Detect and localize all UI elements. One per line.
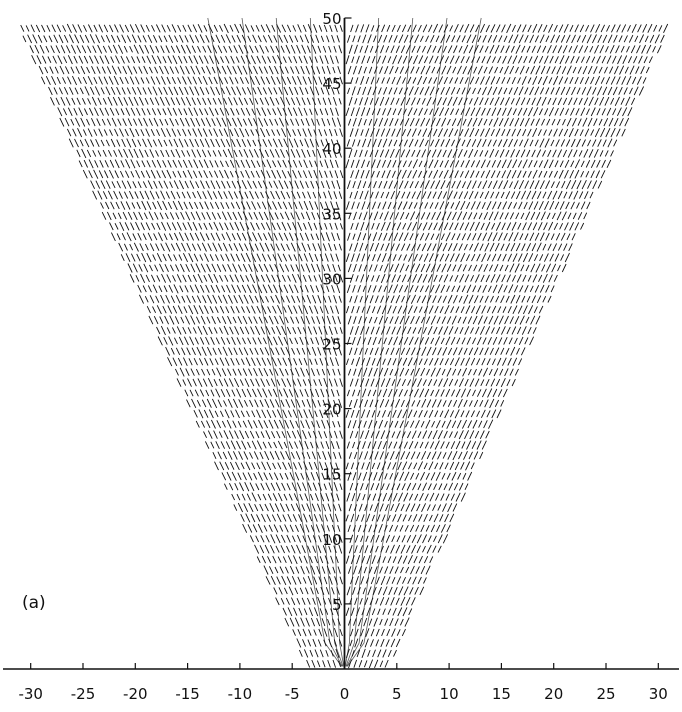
y-axis-ticks: 5 10 15 20 25 30 35 40 45 50 [322, 10, 352, 614]
y-tick-label: 45 [322, 75, 341, 93]
y-tick-label: 5 [332, 596, 342, 614]
y-tick-label: 50 [322, 10, 341, 28]
x-tick-label: 0 [340, 685, 350, 703]
x-tick-label: -30 [18, 685, 43, 703]
y-tick-label: 20 [322, 401, 341, 419]
y-tick-label: 40 [322, 140, 341, 158]
y-tick-label: 10 [322, 531, 341, 549]
x-tick-label: -5 [285, 685, 300, 703]
x-axis-ticks: -30 -25 -20 -15 -10 -5 0 5 10 15 20 25 30 [18, 663, 668, 703]
x-tick-label: 15 [492, 685, 511, 703]
y-tick-label: 30 [322, 270, 341, 288]
x-tick-label: -20 [123, 685, 148, 703]
x-tick-label: 10 [440, 685, 459, 703]
x-tick-label: 30 [649, 685, 668, 703]
x-tick-label: -10 [228, 685, 253, 703]
x-tick-label: 5 [392, 685, 402, 703]
x-tick-label: -15 [175, 685, 200, 703]
y-tick-label: 25 [322, 336, 341, 354]
panel-label: (a) [22, 593, 46, 613]
x-tick-label: -25 [71, 685, 96, 703]
vector-field-strokes [20, 23, 669, 669]
y-tick-label: 15 [322, 466, 341, 484]
x-tick-label: 20 [544, 685, 563, 703]
x-tick-label: 25 [596, 685, 615, 703]
y-tick-label: 35 [322, 205, 341, 223]
